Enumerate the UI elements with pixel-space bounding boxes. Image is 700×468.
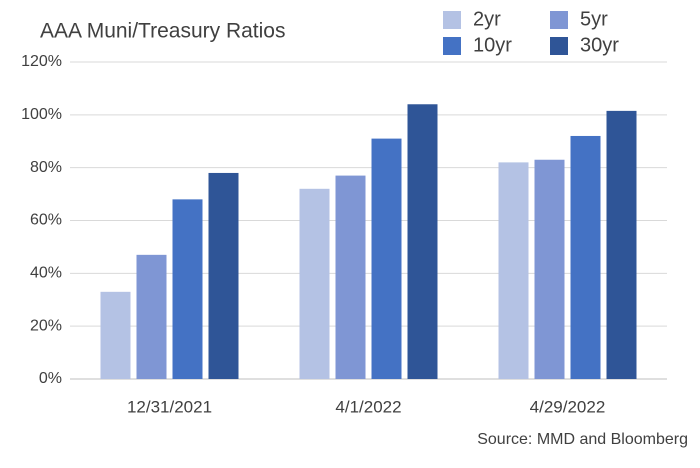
source-note: Source: MMD and Bloomberg <box>477 431 688 448</box>
bar <box>100 291 131 379</box>
bar <box>407 104 438 380</box>
legend-label: 2yr <box>473 8 501 30</box>
legend-swatch <box>550 37 568 55</box>
bar <box>299 188 330 379</box>
legend-label: 30yr <box>580 34 619 56</box>
y-tick-label: 60% <box>30 212 62 229</box>
bar <box>172 199 203 379</box>
bar <box>570 135 601 379</box>
chart-title: AAA Muni/Treasury Ratios <box>40 20 285 43</box>
y-tick-label: 20% <box>30 317 62 334</box>
bar <box>136 254 167 379</box>
x-tick-label: 4/1/2022 <box>335 397 401 416</box>
y-tick-label: 80% <box>30 159 62 176</box>
bar <box>498 162 529 379</box>
bar <box>335 175 366 379</box>
y-tick-label: 40% <box>30 265 62 282</box>
y-tick-label: 100% <box>21 106 62 123</box>
legend-swatch <box>443 37 461 55</box>
bar <box>606 110 637 379</box>
x-tick-label: 4/29/2022 <box>530 397 606 416</box>
y-tick-label: 0% <box>39 370 62 387</box>
x-tick-label: 12/31/2021 <box>127 397 212 416</box>
legend-label: 5yr <box>580 8 608 30</box>
bar <box>208 172 239 379</box>
legend-label: 10yr <box>473 34 512 56</box>
bar <box>371 138 402 379</box>
y-tick-label: 120% <box>21 53 62 70</box>
bar <box>534 159 565 379</box>
legend-swatch <box>443 11 461 29</box>
legend-swatch <box>550 11 568 29</box>
